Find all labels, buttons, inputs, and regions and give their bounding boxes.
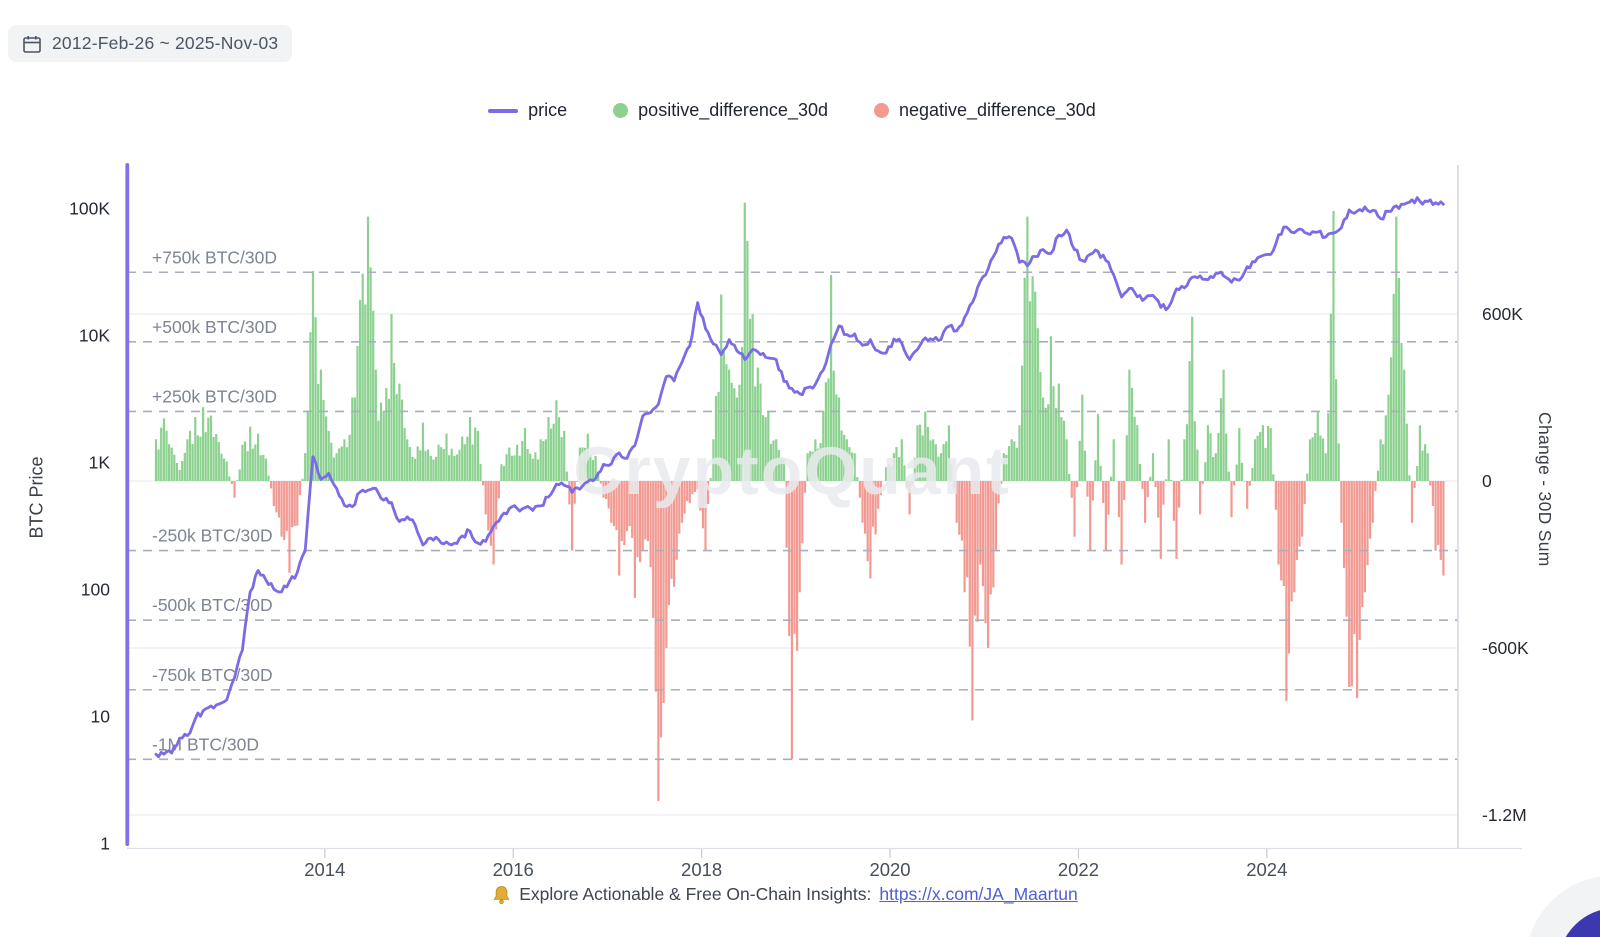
legend-item-price[interactable]: price	[488, 100, 567, 121]
footer-link[interactable]: https://x.com/JA_Maartun	[879, 884, 1078, 904]
threshold-lines: +750k BTC/30D +500k BTC/30D +250k BTC/30D -…	[127, 245, 1458, 761]
chat-widget-ring	[1565, 910, 1600, 937]
left-tick-label: 10K	[79, 325, 110, 345]
chart-legend: price positive_difference_30d negative_d…	[0, 100, 1584, 121]
x-axis-ticks: 2014 2016 2018 2020 2022 2024	[304, 849, 1287, 880]
bell-icon	[493, 885, 510, 904]
x-tick-label: 2016	[493, 859, 534, 880]
x-tick-label: 2022	[1058, 859, 1099, 880]
right-tick-label: -1.2M	[1482, 805, 1527, 825]
left-axis-labels: 100K 10K 1K 100 10 1	[69, 198, 110, 853]
threshold-label: -750k BTC/30D	[152, 665, 273, 685]
negative-bars	[230, 481, 1445, 802]
x-tick-label: 2014	[304, 859, 345, 880]
threshold-label: +750k BTC/30D	[152, 247, 277, 267]
legend-label: negative_difference_30d	[898, 100, 1096, 120]
right-axis-labels: 600K 0 -600K -1.2M	[1482, 304, 1529, 825]
footer: Explore Actionable & Free On-Chain Insig…	[0, 884, 1570, 905]
right-tick-label: -600K	[1482, 638, 1529, 658]
date-range-label: 2012-Feb-26 ~ 2025-Nov-03	[52, 33, 279, 53]
left-tick-label: 100K	[69, 198, 110, 218]
date-range-picker[interactable]: 2012-Feb-26 ~ 2025-Nov-03	[8, 25, 293, 62]
axis-frame	[125, 163, 1522, 850]
right-tick-label: 600K	[1482, 304, 1523, 324]
right-axis-title: Change - 30D Sum	[1535, 412, 1555, 567]
chat-widget-button[interactable]	[1488, 840, 1600, 937]
threshold-label: +500k BTC/30D	[152, 317, 277, 337]
price-line-swatch	[488, 108, 519, 113]
left-tick-label: 10	[91, 706, 111, 726]
left-tick-label: 1K	[89, 452, 111, 472]
x-tick-label: 2024	[1246, 859, 1287, 880]
positive-bars	[154, 202, 1429, 482]
threshold-label: +250k BTC/30D	[152, 386, 277, 406]
right-tick-label: 0	[1482, 471, 1492, 491]
x-tick-label: 2018	[681, 859, 722, 880]
x-tick-label: 2020	[869, 859, 910, 880]
legend-item-positive-difference[interactable]: positive_difference_30d	[613, 100, 828, 121]
threshold-label: -250k BTC/30D	[152, 526, 273, 546]
left-tick-label: 1	[100, 833, 110, 853]
legend-label: price	[528, 100, 568, 120]
calendar-icon	[23, 35, 41, 53]
left-tick-label: 100	[81, 579, 110, 599]
legend-label: positive_difference_30d	[638, 100, 828, 120]
watermark: CryptoQuant	[573, 433, 1011, 509]
threshold-label: -500k BTC/30D	[152, 595, 273, 615]
legend-item-negative-difference[interactable]: negative_difference_30d	[873, 100, 1096, 121]
negative-dot-swatch	[873, 103, 889, 118]
footer-text: Explore Actionable & Free On-Chain Insig…	[519, 884, 872, 904]
left-axis-line	[125, 163, 130, 846]
positive-dot-swatch	[613, 103, 629, 118]
price-line	[154, 196, 1445, 759]
